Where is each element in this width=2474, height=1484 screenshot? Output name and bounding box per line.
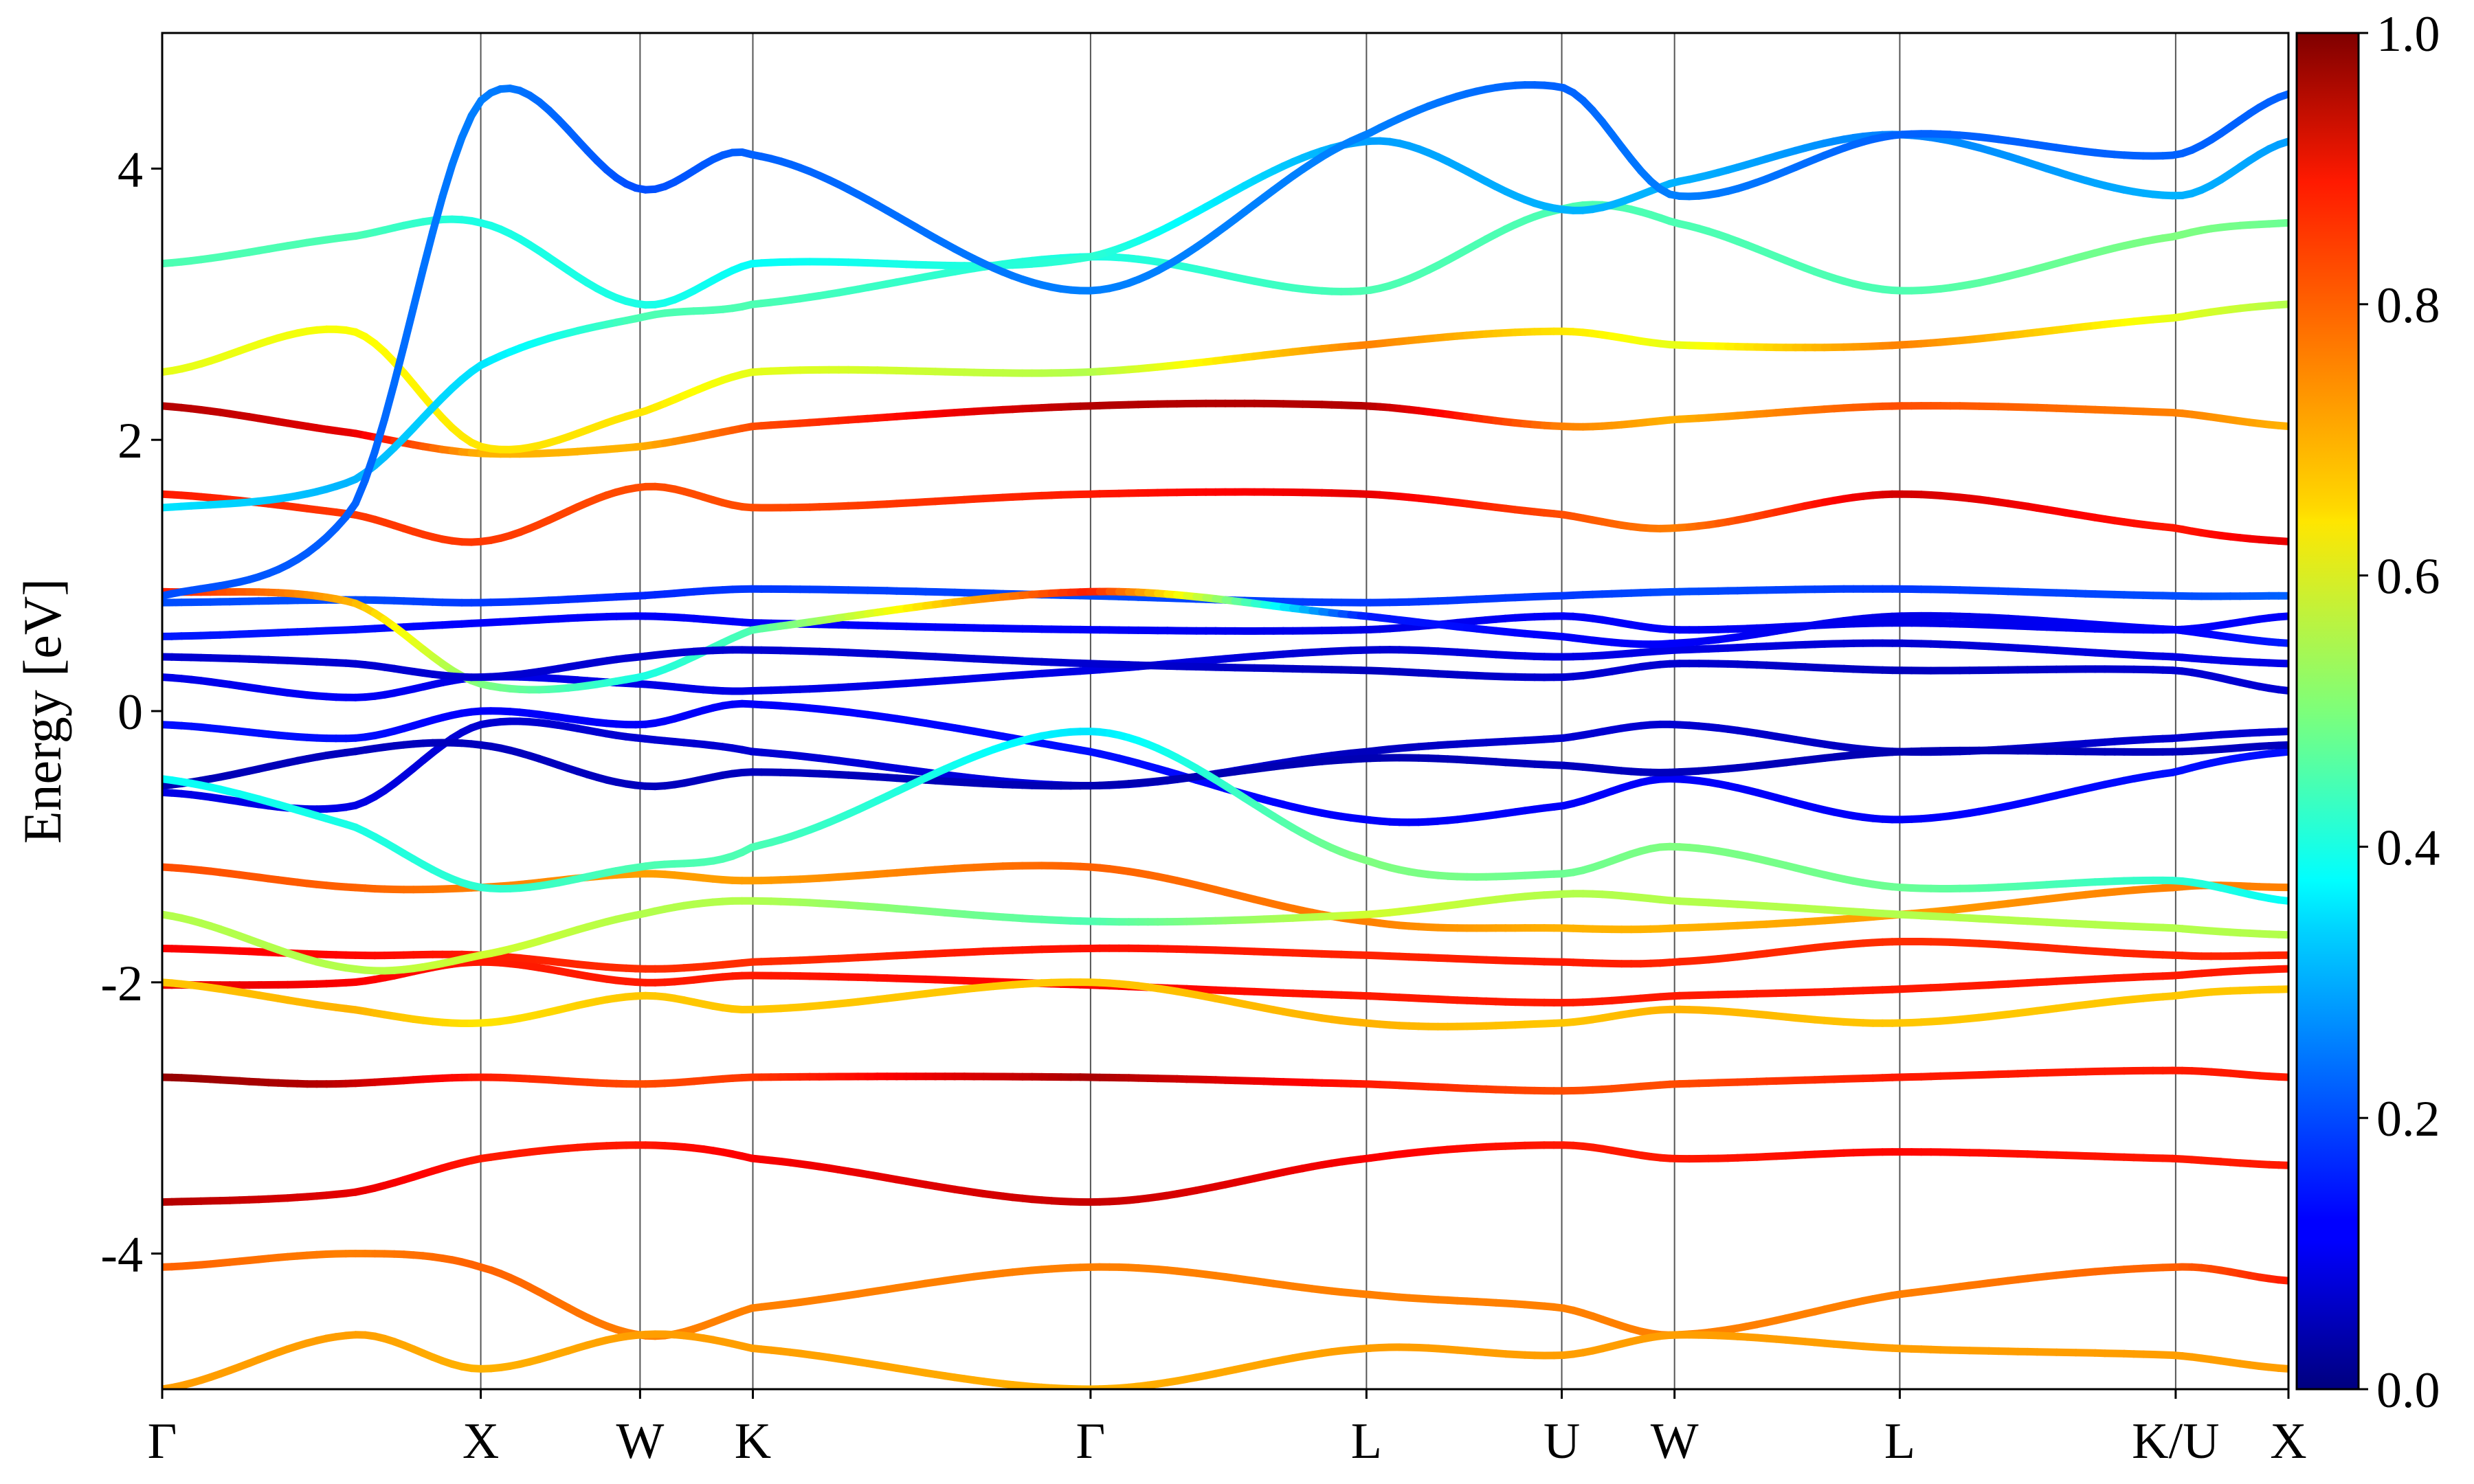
band-line [162,399,2288,458]
band-line [162,612,2288,640]
band-segment [370,415,388,456]
band-segment [2275,300,2288,309]
bands [162,81,2288,1389]
band-segment [419,227,437,273]
band-segment [438,161,456,201]
band-line [162,890,2288,975]
band-line [162,646,2288,695]
band-line [162,1250,2288,1340]
band-segment [390,342,408,387]
band-segment [400,304,418,350]
band-segment [351,476,369,508]
band-segment [2275,421,2288,430]
band-line [162,639,2288,701]
band-line [162,482,2288,546]
band-line [162,587,2288,694]
band-segment [429,192,447,236]
band-segment [2275,1276,2288,1285]
band-segment [2275,1364,2288,1373]
band-segment [381,380,398,423]
band-segment [2275,612,2288,621]
band-segment [361,448,379,484]
band-segment [458,112,476,142]
band-line [162,1066,2288,1095]
band-line [162,131,2288,309]
band-line [162,978,2288,1031]
plot-area [161,32,2290,1391]
band-line [162,81,2288,600]
band-segment [2275,90,2288,102]
band-segment [2275,1161,2288,1169]
band-line [162,739,2288,791]
band-segment [410,265,427,312]
band-segment [2275,137,2288,148]
band-line [162,699,2288,827]
band-line [162,1141,2288,1206]
band-line [162,1330,2288,1389]
band-segment [448,133,466,169]
band-segment [2275,638,2288,647]
